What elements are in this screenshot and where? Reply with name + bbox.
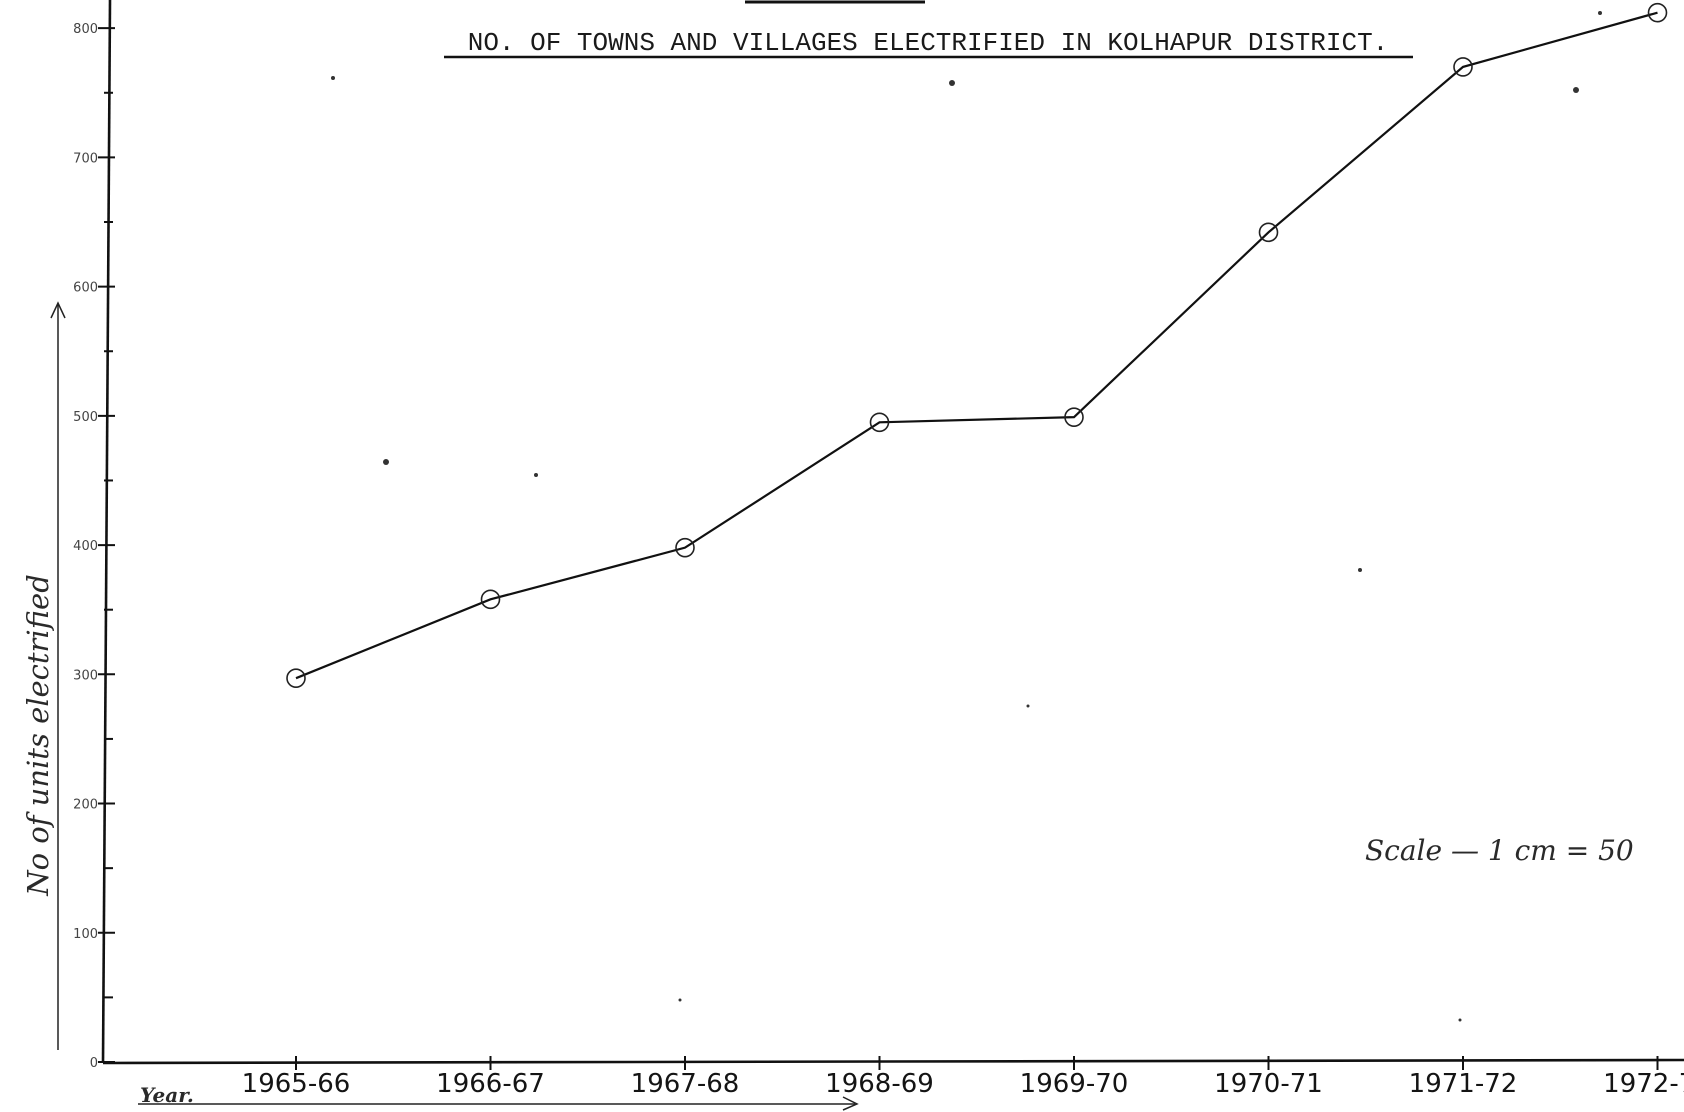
y-minor-ticks xyxy=(104,91,113,999)
speck xyxy=(678,998,682,1002)
speck xyxy=(331,76,335,80)
paper-specks xyxy=(331,11,1602,1022)
data-point xyxy=(675,537,695,558)
y-tick-label: 200 xyxy=(73,798,98,813)
x-tick-label: 1968-69 xyxy=(825,1069,934,1099)
speck xyxy=(1458,1018,1462,1022)
speck xyxy=(1598,11,1602,15)
data-point xyxy=(480,589,501,610)
y-axis-title: No of units electrified xyxy=(21,574,55,897)
chart-title: NO. OF TOWNS AND VILLAGES ELECTRIFIED IN… xyxy=(468,28,1389,58)
speck xyxy=(1573,87,1579,93)
speck xyxy=(949,80,955,86)
x-tick-label: 1970-71 xyxy=(1214,1069,1323,1099)
y-tick-label: 800 xyxy=(73,22,98,37)
speck xyxy=(1358,568,1362,572)
x-axis-title: Year. xyxy=(140,1083,194,1107)
y-axis-arrowhead xyxy=(50,301,66,319)
y-tick-label: 100 xyxy=(73,927,98,942)
y-tick-label: 700 xyxy=(73,151,98,166)
y-tick-label: 500 xyxy=(73,410,98,425)
y-tick-label: 300 xyxy=(73,668,98,683)
data-point xyxy=(1453,57,1473,77)
data-point xyxy=(1064,407,1084,427)
x-tick-label: 1966-67 xyxy=(436,1069,545,1099)
x-tick-label: 1972-73 xyxy=(1603,1069,1684,1099)
data-point xyxy=(286,668,306,688)
series-line xyxy=(295,11,1658,680)
x-axis xyxy=(102,1058,1684,1065)
data-point xyxy=(869,412,890,433)
y-tick-label: 0 xyxy=(90,1056,98,1071)
x-tick-label: 1971-72 xyxy=(1409,1069,1518,1099)
y-tick-label: 600 xyxy=(73,281,98,296)
x-tick-label: 1965-66 xyxy=(242,1069,351,1099)
x-ticks: 1965-66 1966-67 1967-68 1968-69 1969-70 1970-… xyxy=(242,1056,1684,1099)
y-tick-label: 400 xyxy=(73,539,98,554)
data-point xyxy=(1647,2,1668,23)
series-group xyxy=(286,2,1668,688)
scale-note: Scale — 1 cm = 50 xyxy=(1365,834,1634,867)
y-axis xyxy=(101,0,112,1064)
x-tick-label: 1969-70 xyxy=(1020,1069,1129,1099)
data-point xyxy=(1258,222,1279,243)
y-ticks: 0 100 200 300 400 500 600 700 800 xyxy=(73,22,115,1071)
x-tick-label: 1967-68 xyxy=(631,1069,740,1099)
speck xyxy=(1026,704,1030,708)
speck xyxy=(383,459,389,465)
x-axis-arrowhead xyxy=(842,1096,859,1111)
speck xyxy=(534,473,538,477)
